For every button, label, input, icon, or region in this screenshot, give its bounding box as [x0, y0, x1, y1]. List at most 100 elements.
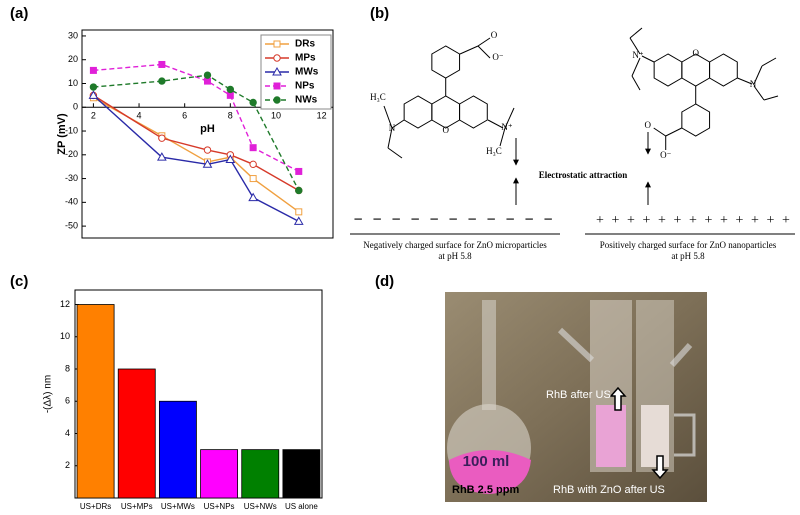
negative-charge: − — [467, 212, 476, 229]
positive-charge: + — [643, 213, 651, 228]
marker — [249, 175, 257, 183]
marker — [226, 91, 234, 99]
bond — [641, 55, 655, 63]
marker — [293, 216, 304, 225]
bond — [665, 127, 682, 137]
cell-liquid — [641, 405, 669, 467]
marker — [295, 186, 303, 195]
marker — [204, 77, 211, 85]
atom-label: N — [389, 123, 396, 133]
negative-charge: − — [486, 212, 495, 229]
x-tick-label: 8 — [228, 111, 233, 121]
bond — [631, 75, 641, 91]
marker — [295, 208, 303, 216]
y-tick-label: 10 — [68, 78, 78, 88]
y-axis-label: -(Δλ) nm — [43, 375, 54, 413]
legend-label: DRs — [295, 39, 315, 50]
marker — [157, 152, 167, 161]
marker — [272, 66, 282, 76]
y-tick-label: 4 — [65, 428, 70, 438]
bar — [200, 449, 239, 499]
bond — [753, 85, 765, 101]
negative-charge: − — [429, 212, 438, 229]
bond — [487, 119, 504, 129]
y-tick-label: 12 — [60, 299, 70, 309]
positive-charge: + — [627, 213, 635, 228]
photo-label: RhB with ZnO after US — [553, 484, 665, 496]
bond — [391, 119, 405, 129]
panel-label: (c) — [10, 273, 28, 290]
series-line — [92, 94, 300, 222]
positive-charge: + — [658, 213, 666, 228]
x-tick-label: 2 — [91, 111, 96, 121]
side-arm — [557, 327, 595, 363]
legend-label: MWs — [295, 67, 319, 78]
x-tick-label: 12 — [317, 111, 327, 121]
y-tick-label: -20 — [65, 149, 78, 159]
bar — [282, 449, 321, 499]
atom-label: O — [442, 125, 449, 135]
bond — [383, 105, 393, 129]
ring — [681, 103, 711, 137]
positive-charge: + — [751, 213, 759, 228]
y-tick-label: -50 — [65, 220, 78, 230]
x-tick-label: 10 — [271, 111, 281, 121]
negative-charge: − — [505, 212, 514, 229]
marker — [158, 134, 166, 142]
ring — [403, 95, 433, 129]
series-line — [93, 94, 300, 192]
ring — [681, 53, 711, 87]
flask-neck — [482, 300, 496, 410]
panel-label: (d) — [375, 273, 394, 290]
marker — [249, 160, 257, 169]
x-axis-label: pH — [200, 123, 215, 135]
atom-label: N — [750, 79, 757, 89]
down-arrow — [651, 455, 669, 480]
bond — [499, 127, 506, 147]
y-tick-label: 6 — [65, 396, 70, 406]
marker — [273, 82, 281, 90]
bond — [477, 45, 491, 59]
legend-label: MPs — [295, 53, 316, 64]
bar — [117, 368, 156, 499]
bond — [629, 37, 641, 55]
series-line — [93, 97, 300, 213]
bond — [459, 45, 479, 55]
positive-charge: + — [705, 213, 713, 228]
positive-charge: + — [596, 213, 604, 228]
negative-charge: − — [543, 212, 552, 229]
atom-label: H₃C — [370, 92, 386, 102]
cell-liquid — [596, 405, 626, 467]
marker — [158, 60, 166, 68]
caption: at pH 5.8 — [671, 251, 705, 261]
photo: 100 ml RhB 2.5 ppm RhB after US RhB with… — [445, 292, 707, 502]
positive-charge: + — [736, 213, 744, 228]
ring — [653, 53, 683, 87]
plot-frame — [81, 29, 334, 239]
atom-label: O — [644, 120, 651, 130]
ring — [431, 95, 461, 129]
bond — [387, 127, 393, 149]
positive-charge: + — [782, 213, 790, 228]
flask-label: RhB 2.5 ppm — [452, 484, 519, 496]
side-arm — [669, 342, 693, 368]
y-tick-label: -40 — [65, 197, 78, 207]
series-line — [93, 63, 300, 173]
bar — [158, 400, 197, 499]
positive-charge: + — [689, 213, 697, 228]
marker — [295, 167, 303, 175]
x-tick-label: 4 — [137, 111, 142, 121]
x-tick-label: US alone — [285, 502, 318, 511]
bond — [763, 95, 779, 101]
y-tick-label: -30 — [65, 173, 78, 183]
y-tick-label: 2 — [65, 460, 70, 470]
y-tick-label: 10 — [60, 331, 70, 341]
negative-charge: − — [353, 212, 362, 229]
marker — [273, 54, 281, 62]
y-tick-label: 8 — [65, 363, 70, 373]
ring — [431, 45, 461, 79]
marker — [89, 83, 98, 91]
marker — [203, 71, 212, 79]
bar — [241, 449, 280, 499]
bar — [76, 304, 115, 499]
